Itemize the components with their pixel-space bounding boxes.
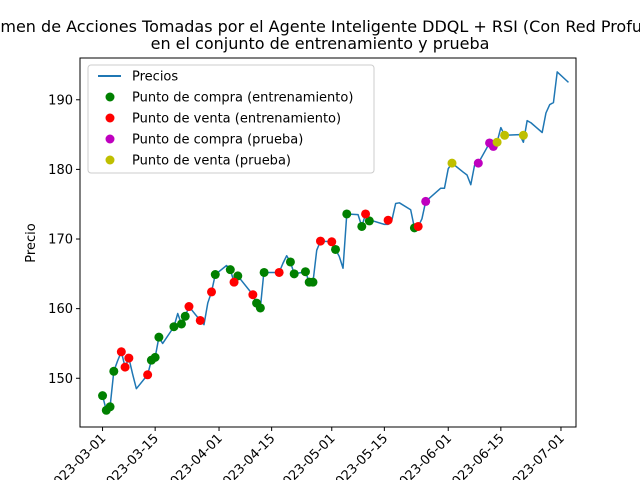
data-point	[248, 290, 258, 300]
data-point	[143, 370, 153, 380]
legend-label: Precios	[132, 70, 178, 85]
x-tick-label: 2023-05-15	[327, 431, 391, 480]
legend-swatch-marker	[105, 113, 115, 123]
y-tick-label: 180	[48, 163, 73, 178]
data-point	[184, 302, 194, 312]
legend-swatch-marker	[105, 134, 115, 144]
data-point	[492, 137, 502, 147]
data-point	[116, 347, 126, 357]
data-point	[225, 265, 235, 275]
data-point	[154, 332, 164, 342]
y-tick-label: 150	[48, 372, 73, 387]
price-line	[101, 71, 569, 412]
data-point	[207, 287, 217, 297]
legend-swatch-marker	[105, 92, 115, 102]
data-point	[500, 130, 510, 140]
legend-label: Punto de compra (entrenamiento)	[132, 91, 353, 106]
data-point	[327, 237, 337, 247]
data-point	[518, 130, 528, 140]
data-point	[259, 267, 269, 277]
data-point	[447, 158, 457, 168]
data-point	[210, 270, 220, 280]
y-axis-label: Precio	[24, 223, 39, 262]
legend-swatch-marker	[105, 155, 115, 165]
data-point	[176, 319, 186, 329]
legend-label: Punto de venta (prueba)	[132, 154, 291, 169]
data-point	[383, 215, 393, 225]
data-point	[195, 315, 205, 325]
plot-area	[79, 57, 577, 428]
y-tick-label: 190	[48, 93, 73, 108]
data-point	[361, 209, 371, 219]
data-point	[300, 267, 310, 277]
chart-title-line2: en el conjunto de entrenamiento y prueba	[151, 34, 490, 53]
x-tick-label: 2023-04-15	[214, 431, 278, 480]
data-point	[180, 311, 190, 321]
data-point	[473, 158, 483, 168]
data-point	[315, 236, 325, 246]
data-point	[120, 362, 130, 372]
data-point	[342, 209, 352, 219]
data-point	[421, 196, 431, 206]
x-tick-label: 2023-07-01	[504, 431, 568, 480]
data-point	[364, 216, 374, 226]
x-tick-label: 2023-03-01	[45, 431, 109, 480]
data-point	[413, 221, 423, 231]
data-point	[169, 322, 179, 332]
legend-label: Punto de venta (entrenamiento)	[132, 112, 341, 127]
data-point	[274, 267, 284, 277]
data-point	[150, 352, 160, 362]
x-tick-label: 2023-04-01	[162, 431, 226, 480]
x-tick-label: 2023-06-01	[391, 431, 455, 480]
data-point	[285, 257, 295, 267]
data-point	[109, 366, 119, 376]
chart-title-line1: Resumen de Acciones Tomadas por el Agent…	[0, 17, 640, 36]
x-tick-label: 2023-05-01	[275, 431, 339, 480]
x-tick-label: 2023-03-15	[98, 431, 162, 480]
y-tick-label: 170	[48, 233, 73, 248]
y-tick-label: 160	[48, 302, 73, 317]
data-point	[105, 402, 115, 412]
legend	[87, 64, 375, 174]
data-point	[255, 303, 265, 313]
data-point	[124, 353, 134, 363]
data-point	[357, 221, 367, 231]
data-point	[229, 277, 239, 287]
x-tick-label: 2023-06-15	[444, 431, 508, 480]
data-point	[331, 244, 341, 254]
data-point	[289, 269, 299, 279]
legend-label: Punto de compra (prueba)	[132, 133, 303, 148]
data-point	[98, 391, 108, 401]
data-point	[308, 277, 318, 287]
